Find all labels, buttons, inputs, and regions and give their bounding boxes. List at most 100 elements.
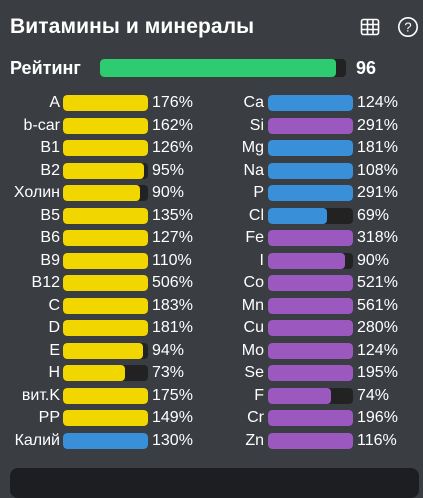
nutrient-label: Cu: [243, 319, 264, 336]
table-grid-icon[interactable]: [359, 16, 381, 38]
nutrient-bar-fill: [63, 252, 148, 269]
nutrient-bar-fill: [63, 432, 148, 449]
nutrient-bar: [63, 185, 148, 201]
nutrient-row: I 90%: [0, 250, 423, 272]
nutrient-row: Cu 280%: [0, 317, 423, 339]
nutrient-bar: [63, 95, 148, 111]
nutrient-row: b-car 162%: [0, 115, 423, 137]
nutrient-bar-fill: [63, 117, 148, 134]
nutrient-row: Mn 561%: [0, 295, 423, 317]
rating-bar: [100, 59, 346, 77]
nutrient-percent: 318%: [357, 229, 398, 246]
nutrient-percent: 291%: [357, 116, 398, 134]
nutrient-bar: [63, 342, 148, 359]
nutrient-label: Mn: [241, 296, 264, 314]
page-title: Витамины и минералы: [10, 15, 255, 38]
nutrient-label: B9: [40, 251, 60, 269]
nutrient-label: P: [253, 184, 264, 201]
nutrient-bar: [268, 320, 353, 336]
nutrient-percent: 135%: [152, 206, 193, 224]
nutrient-bar-fill: [63, 230, 148, 246]
nutrient-bar: [268, 275, 353, 291]
nutrient-percent: 561%: [357, 296, 398, 314]
nutrient-bar: [268, 432, 353, 449]
nutrient-label: A: [49, 94, 60, 111]
nutrient-label: Cl: [248, 206, 264, 224]
nutrient-bar: [268, 342, 353, 359]
nutrient-bar-fill: [268, 230, 353, 246]
nutrient-bar-fill: [268, 140, 353, 156]
nutrient-row: B12 506%: [0, 272, 423, 294]
nutrient-percent: 280%: [357, 319, 398, 336]
nutrient-row: P 291%: [0, 182, 423, 204]
nutrient-bar: [268, 297, 353, 314]
nutrient-percent: 124%: [357, 341, 398, 359]
nutrient-bar-fill: [63, 95, 148, 111]
nutrient-bar-fill: [268, 117, 353, 134]
nutrient-label: Zn: [245, 431, 264, 449]
nutrient-row: Na 108%: [0, 160, 423, 182]
nutrient-bar: [63, 410, 148, 426]
nutrient-row: Si 291%: [0, 115, 423, 137]
nutrient-label: Cr: [247, 409, 264, 426]
nutrient-percent: 175%: [152, 386, 193, 404]
nutrient-row: вит.K 175%: [0, 385, 423, 407]
nutrient-row: Zn 116%: [0, 430, 423, 452]
nutrient-label: вит.K: [21, 386, 60, 404]
nutrient-label: Ca: [243, 94, 264, 111]
nutrient-percent: 149%: [152, 409, 193, 426]
nutrient-label: b-car: [23, 116, 60, 134]
nutrient-bar: [63, 275, 148, 291]
nutrient-bar-fill: [63, 342, 143, 359]
nutrient-label: B12: [31, 274, 60, 291]
nutrient-label: B1: [40, 139, 60, 156]
nutrient-label: Na: [243, 161, 264, 179]
svg-text:?: ?: [404, 20, 411, 35]
nutrient-percent: 124%: [357, 94, 398, 111]
nutrient-percent: 181%: [152, 319, 193, 336]
nutrient-label: F: [254, 386, 264, 404]
nutrient-row: B9 110%: [0, 250, 423, 272]
nutrient-bar-fill: [63, 185, 140, 201]
nutrient-bar-fill: [268, 365, 353, 381]
nutrient-bar: [268, 410, 353, 426]
nutrient-row: Co 521%: [0, 272, 423, 294]
nutrient-label: Холин: [13, 184, 60, 201]
nutrient-bar: [268, 207, 353, 224]
nutrient-bar: [63, 320, 148, 336]
nutrient-bar: [63, 162, 148, 179]
nutrient-label: H: [48, 364, 60, 381]
nutrient-bar-fill: [63, 162, 144, 179]
nutrient-bar-fill: [63, 140, 148, 156]
nutrient-percent: 108%: [357, 161, 398, 179]
nutrient-bar: [268, 252, 353, 269]
nutrient-row: Mg 181%: [0, 137, 423, 159]
nutrient-label: Mo: [241, 341, 264, 359]
nutrient-row: H 73%: [0, 362, 423, 384]
nutrient-label: Si: [249, 116, 264, 134]
nutrient-percent: 181%: [357, 139, 398, 156]
nutrient-bar-fill: [63, 387, 148, 404]
nutrient-bar-fill: [268, 162, 353, 179]
nutrient-bar: [63, 230, 148, 246]
nutrient-bar-fill: [63, 320, 148, 336]
nutrient-label: Co: [243, 274, 264, 291]
nutrient-percent: 195%: [357, 364, 398, 381]
nutrient-label: E: [49, 341, 60, 359]
nutrient-row: B5 135%: [0, 205, 423, 227]
nutrient-bar: [268, 387, 353, 404]
nutrient-percent: 183%: [152, 296, 193, 314]
nutrient-label: B5: [40, 206, 60, 224]
nutrient-label: Калий: [14, 431, 60, 449]
nutrient-bar-fill: [268, 410, 353, 426]
nutrient-label: B6: [40, 229, 60, 246]
nutrient-bar: [63, 432, 148, 449]
nutrient-row: B1 126%: [0, 137, 423, 159]
question-circle-icon[interactable]: ?: [397, 16, 419, 38]
nutrient-percent: 291%: [357, 184, 398, 201]
nutrient-bar: [63, 387, 148, 404]
nutrient-percent: 176%: [152, 94, 193, 111]
nutrient-row: Fe 318%: [0, 227, 423, 249]
rating-label: Рейтинг: [10, 58, 81, 78]
nutrient-bar: [268, 95, 353, 111]
